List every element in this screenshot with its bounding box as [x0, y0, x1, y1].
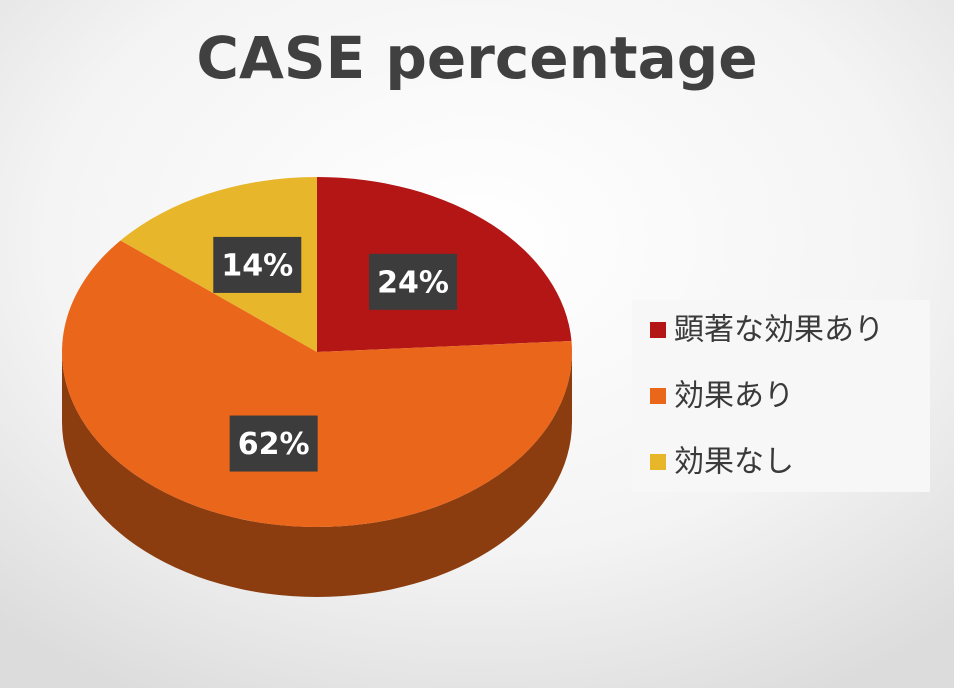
legend-box: [632, 300, 930, 492]
value-label: 14%: [221, 248, 293, 283]
value-label-box: [369, 253, 458, 310]
value-label-box: [213, 236, 302, 293]
pie-slice: [62, 240, 573, 527]
legend-marker: [650, 322, 666, 338]
value-label: 62%: [238, 427, 310, 462]
legend-label: 効果なし: [674, 445, 794, 480]
legend-label: 顕著な効果あり: [674, 313, 884, 348]
legend-marker: [650, 454, 666, 470]
chart-title: CASE percentage: [196, 24, 757, 92]
legend-label: 効果あり: [674, 379, 794, 414]
value-label-box: [229, 415, 318, 472]
pie-side: [62, 352, 572, 597]
legend-marker: [650, 388, 666, 404]
value-label: 24%: [377, 265, 449, 300]
